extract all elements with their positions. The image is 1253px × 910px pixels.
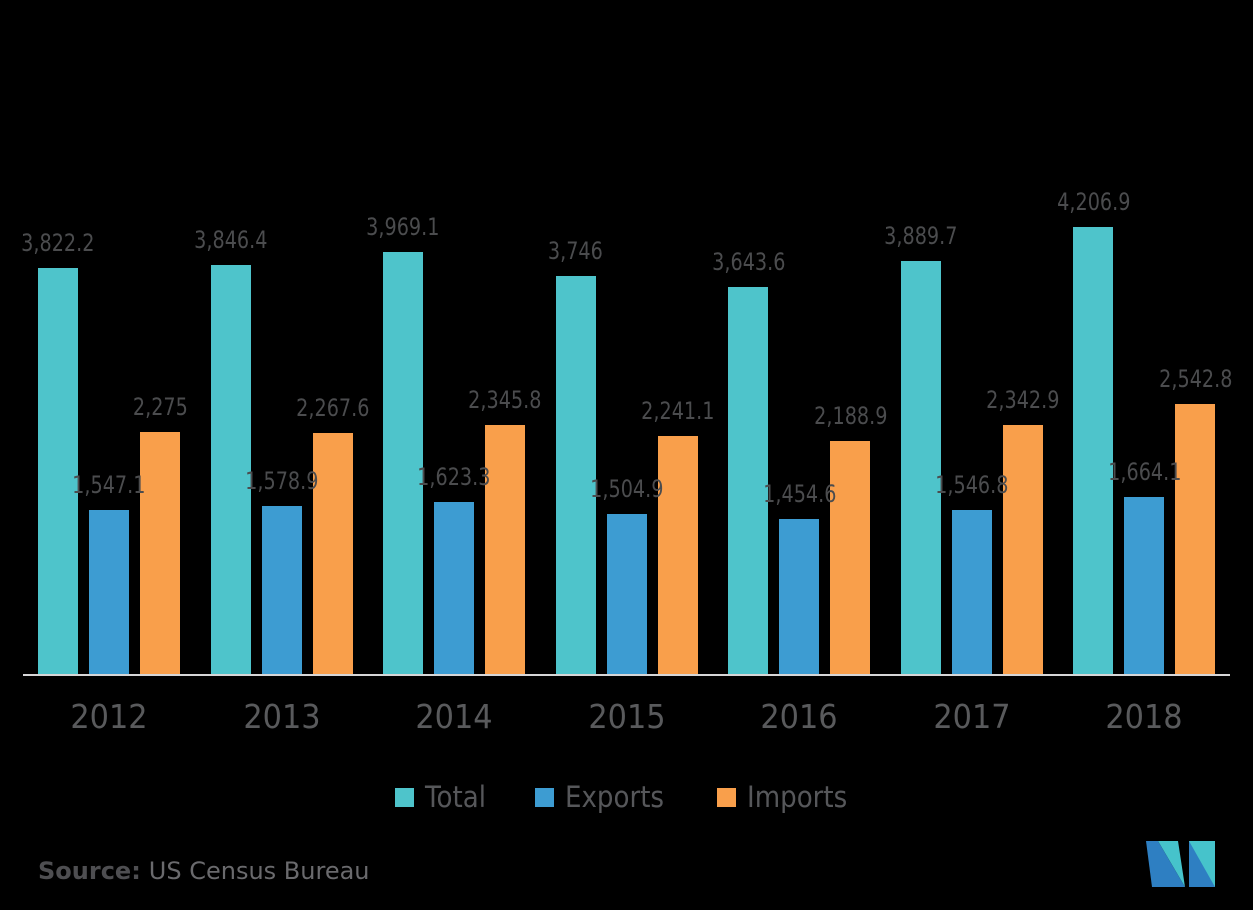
bar-imports-2015 [657, 436, 698, 674]
legend: Total Exports Imports [0, 781, 1253, 813]
logo-right-blue-shape [1189, 841, 1215, 887]
bar-total-2013 [210, 265, 251, 674]
legend-swatch-exports [534, 787, 554, 807]
bar-exports-2016 [779, 519, 820, 674]
legend-item-exports: Exports [534, 780, 675, 814]
bar-total-2015 [555, 276, 596, 674]
x-axis-line [23, 674, 1230, 676]
bar-imports-2017 [1002, 425, 1043, 674]
bar-exports-2012 [89, 510, 129, 674]
bar-total-2012 [38, 268, 78, 674]
bar-exports-2014 [434, 502, 475, 674]
legend-swatch-imports [716, 787, 736, 807]
bar-exports-2018 [1124, 497, 1165, 674]
legend-label: Total [424, 780, 486, 814]
bar-exports-2017 [951, 510, 992, 674]
legend-item-imports: Imports [716, 780, 858, 814]
logo-left-blue-shape [1146, 841, 1185, 887]
bar-exports-2015 [606, 514, 647, 674]
legend-label: Imports [746, 780, 847, 814]
bar-imports-2014 [485, 425, 526, 674]
bar-imports-2012 [140, 432, 180, 674]
mordor-intelligence-logo [1146, 841, 1215, 887]
source-label: Source: [38, 857, 141, 885]
x-axis: 2012 2013 2014 2015 2016 2017 2018 [70, 697, 1184, 736]
plot-area: 3,822.2 1,547.1 2,275 3,846.4 1,578.9 2,267.6… [21, 190, 1232, 674]
bar-total-2014 [383, 252, 424, 674]
bar-imports-2018 [1175, 404, 1216, 674]
source-line: Source: US Census Bureau [38, 857, 370, 885]
bar-imports-2016 [830, 441, 871, 674]
bar-imports-2013 [312, 433, 353, 674]
bar-total-2018 [1073, 227, 1114, 674]
legend-swatch-total [394, 787, 414, 807]
bar-total-2017 [900, 261, 941, 674]
bar-total-2016 [728, 287, 769, 674]
legend-label: Exports [564, 780, 664, 814]
bar-exports-2013 [261, 506, 302, 674]
legend-item-total: Total [394, 780, 493, 814]
source-text: US Census Bureau [148, 857, 370, 885]
